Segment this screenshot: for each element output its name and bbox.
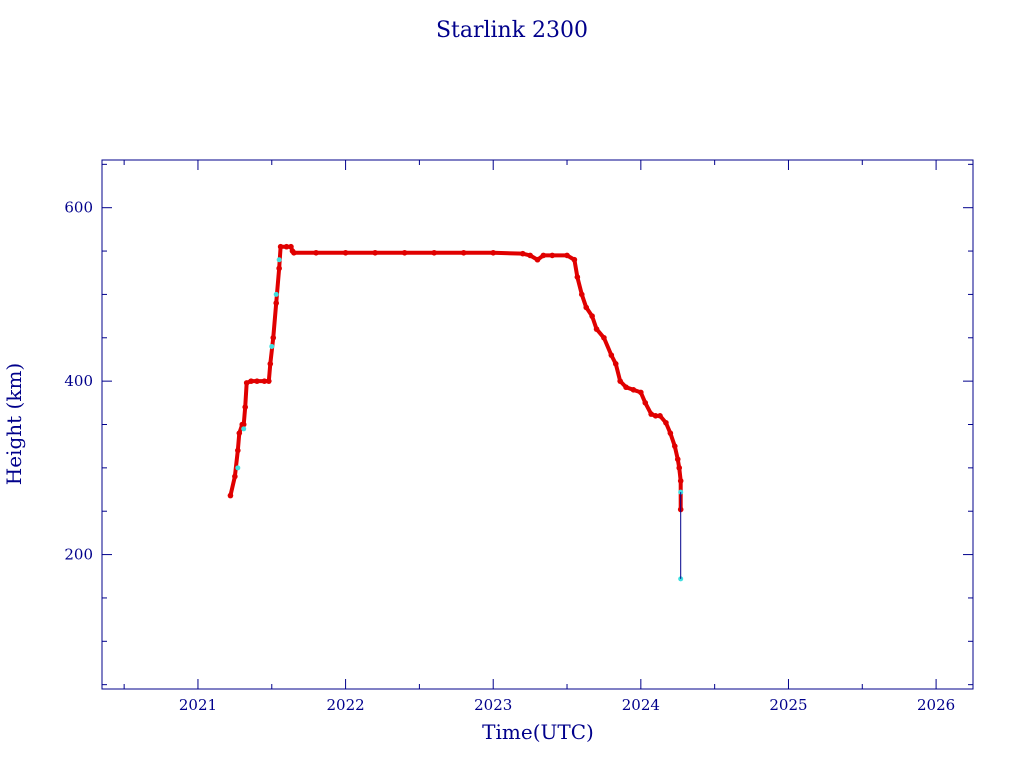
data-point: [564, 252, 570, 259]
data-point: [549, 252, 556, 259]
data-point: [227, 492, 234, 499]
data-point: [623, 384, 629, 391]
data-point: [527, 252, 533, 259]
plot-frame: [101, 159, 974, 690]
x-tick-label: 2021: [179, 696, 217, 714]
series-trace: [228, 244, 683, 512]
data-point: [490, 249, 497, 256]
data-point: [401, 249, 408, 256]
data-point: [583, 304, 590, 311]
data-point: [608, 352, 615, 358]
data-point: [601, 334, 607, 341]
data-point: [571, 256, 578, 263]
data-point: [648, 411, 654, 417]
data-point: [283, 243, 290, 250]
data-point: [242, 404, 248, 410]
data-point: [269, 343, 275, 349]
data-point: [277, 243, 284, 250]
data-marks: [227, 243, 684, 582]
data-point: [232, 473, 238, 480]
y-tick-label: 400: [64, 372, 93, 390]
data-point: [667, 430, 674, 436]
y-tick-label: 600: [64, 199, 93, 217]
y-tick-label: 200: [64, 546, 93, 564]
data-point: [276, 257, 282, 263]
x-axis-label: Time(UTC): [482, 720, 594, 744]
data-point: [372, 249, 378, 256]
axis-ticks: [102, 160, 973, 689]
data-point: [291, 249, 297, 256]
data-point: [261, 378, 268, 384]
data-point: [460, 249, 467, 256]
data-point: [276, 265, 282, 272]
data-point: [236, 430, 243, 436]
data-point: [273, 291, 279, 297]
x-tick-label: 2022: [326, 696, 364, 714]
x-tick-label: 2025: [769, 696, 807, 714]
data-point: [676, 465, 683, 471]
data-point: [241, 426, 247, 432]
data-point: [267, 360, 274, 367]
data-point: [671, 443, 678, 449]
data-point: [534, 256, 541, 263]
data-point: [254, 378, 260, 384]
data-point: [674, 456, 681, 462]
data-point: [677, 478, 684, 484]
x-tick-label: 2026: [917, 696, 955, 714]
data-point: [519, 250, 526, 257]
data-point: [578, 291, 585, 298]
chart-title: Starlink 2300: [436, 18, 588, 43]
data-point: [235, 447, 241, 454]
data-point: [270, 334, 277, 341]
data-point: [642, 400, 649, 406]
data-point: [630, 387, 637, 393]
data-point: [431, 249, 437, 256]
data-point: [266, 378, 272, 384]
data-point: [240, 421, 247, 428]
x-tick-label: 2024: [622, 696, 660, 714]
data-point: [617, 378, 623, 384]
data-point: [313, 249, 319, 256]
data-point: [652, 413, 659, 419]
axis-tick-labels: 2021 2022 2023 2024 2025 2026 200 400 600: [64, 199, 955, 714]
data-point: [593, 326, 600, 332]
data-point: [243, 380, 250, 386]
data-point: [273, 300, 280, 306]
data-point: [235, 465, 241, 471]
data-point: [638, 389, 644, 396]
data-point: [612, 360, 619, 367]
data-point: [663, 419, 669, 426]
x-tick-label: 2023: [474, 696, 512, 714]
data-point: [540, 252, 547, 259]
data-point: [342, 249, 349, 256]
data-point: [589, 313, 595, 319]
data-point: [657, 413, 663, 419]
data-point: [248, 378, 254, 384]
data-point: [574, 274, 581, 280]
y-axis-label: Height (km): [2, 363, 26, 485]
data-point: [288, 243, 294, 250]
